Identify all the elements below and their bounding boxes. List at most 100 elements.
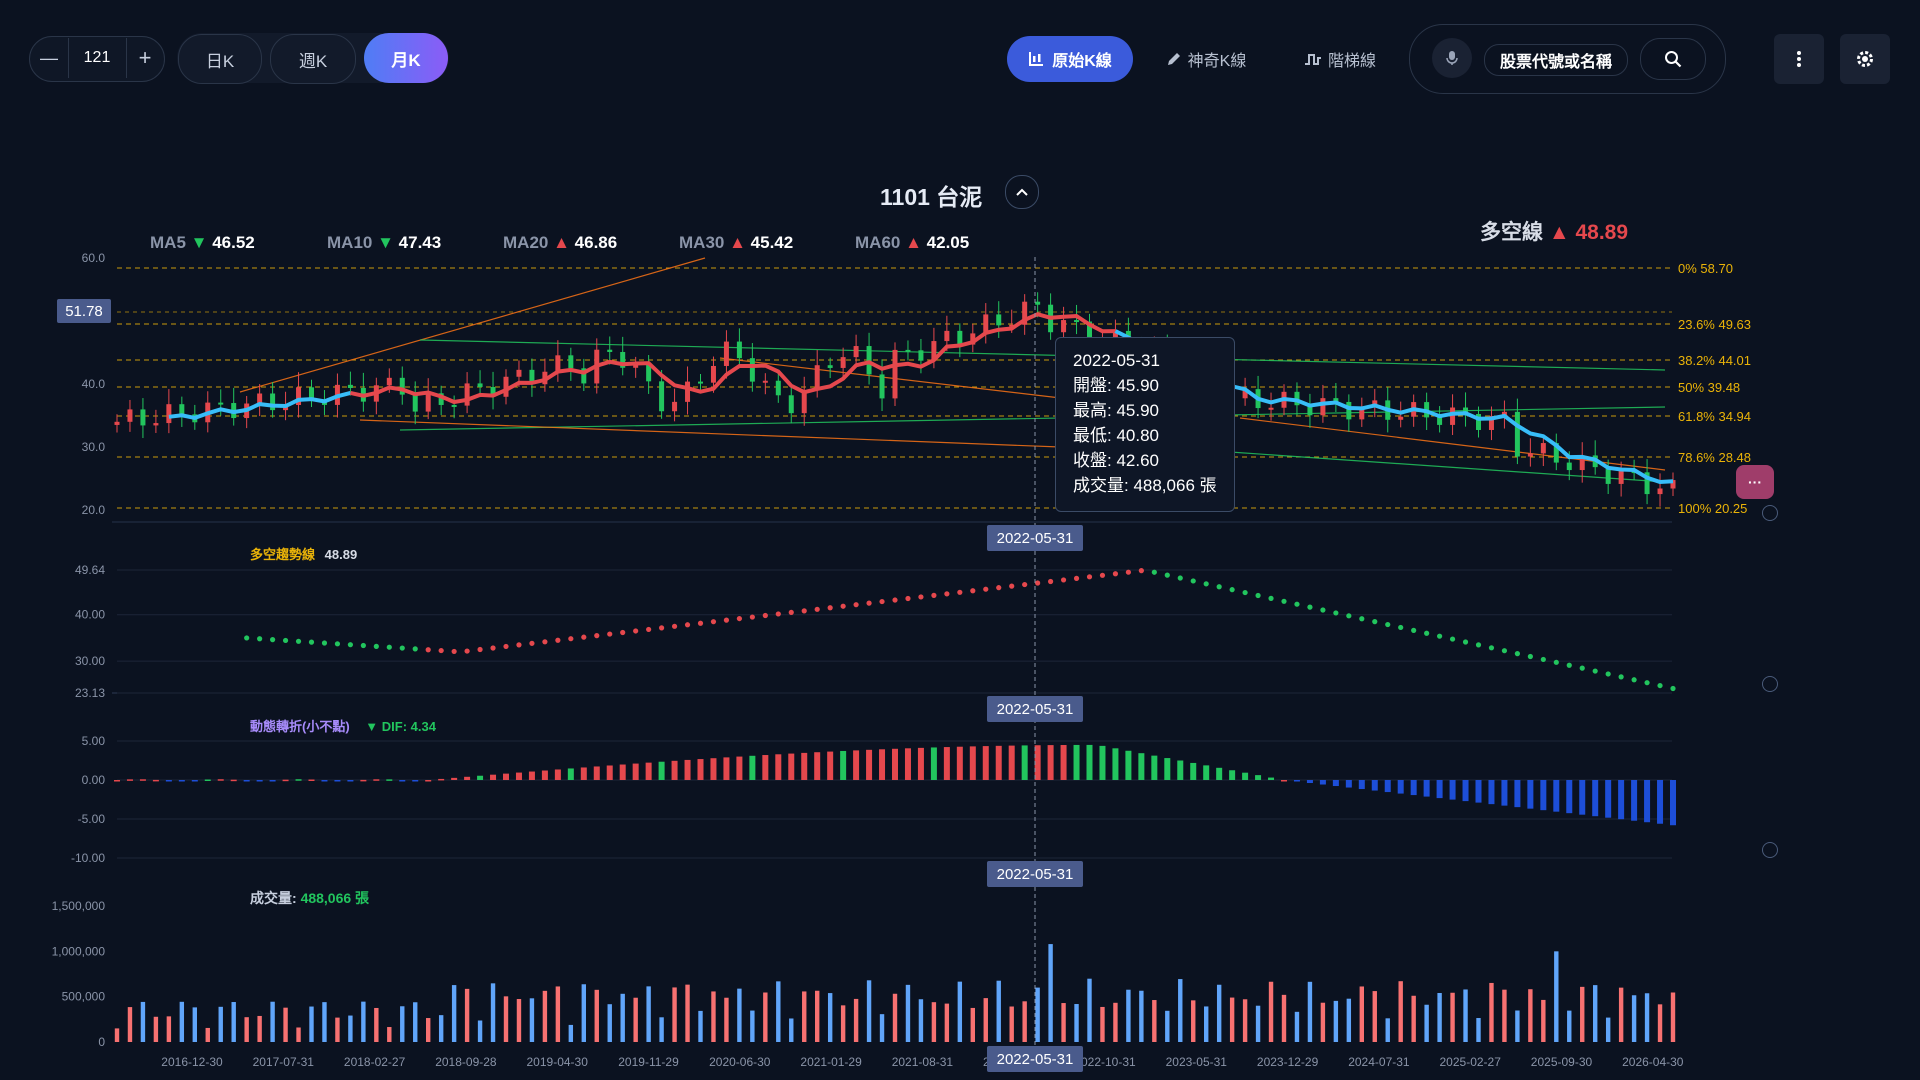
volume-bar xyxy=(374,1007,379,1042)
trend-dot xyxy=(1540,656,1546,663)
mode-magic-k-button[interactable]: 神奇K線 xyxy=(1150,36,1262,82)
candle-body xyxy=(918,350,924,361)
candle-body xyxy=(114,421,120,425)
ma-line-segment xyxy=(349,312,1116,405)
momentum-bar xyxy=(464,776,471,780)
volume-panel-label: 成交量: xyxy=(250,890,297,906)
search-button[interactable] xyxy=(1640,38,1706,80)
momentum-bar xyxy=(645,762,652,780)
panel-toggle-radio[interactable] xyxy=(1762,842,1778,858)
trend-dot xyxy=(295,638,302,644)
volume-bar xyxy=(1009,1006,1014,1042)
momentum-bar xyxy=(1242,772,1249,780)
plus-button[interactable]: + xyxy=(138,45,152,70)
momentum-bar xyxy=(1345,780,1352,788)
chat-bubble-button[interactable]: ··· xyxy=(1736,465,1774,499)
momentum-bar xyxy=(1631,780,1638,821)
momentum-bar xyxy=(1125,750,1132,780)
ma10-label: MA10 xyxy=(327,233,373,252)
volume-bar xyxy=(646,986,651,1042)
momentum-bar xyxy=(126,779,133,781)
trend-dot xyxy=(503,643,509,650)
tab-daily-k[interactable]: 日K xyxy=(178,34,262,84)
momentum-panel-label: 動態轉折(小不點) xyxy=(250,719,350,734)
chevron-up-icon xyxy=(1016,188,1028,196)
trend-dot xyxy=(1488,645,1495,651)
tab-monthly-k[interactable]: 月K xyxy=(364,33,448,83)
price-tick-label: 20.0 xyxy=(82,503,106,517)
trend-dot xyxy=(1268,595,1274,601)
candle-body xyxy=(347,384,353,388)
momentum-bar xyxy=(1281,780,1287,782)
trend-dot xyxy=(282,637,289,644)
candle-body xyxy=(218,402,224,405)
momentum-bar xyxy=(1268,777,1275,780)
x-axis-date-label: 2017-07-31 xyxy=(253,1055,315,1069)
fib-level-label: 23.6% 49.63 xyxy=(1678,317,1751,332)
candle-body xyxy=(957,330,963,345)
minus-button[interactable]: — xyxy=(40,47,58,68)
momentum-bar xyxy=(217,779,224,781)
momentum-bar xyxy=(1592,780,1599,817)
volume-bar xyxy=(1048,944,1053,1042)
volume-bar xyxy=(840,1005,846,1042)
volume-bar xyxy=(698,1010,703,1042)
x-axis-date-label: 2024-07-31 xyxy=(1348,1055,1410,1069)
volume-bar xyxy=(1204,1006,1209,1042)
candle-body xyxy=(257,393,263,404)
tab-weekly-k[interactable]: 週K xyxy=(270,34,356,84)
panel-toggle-radio[interactable] xyxy=(1762,676,1778,692)
trend-dot xyxy=(1579,665,1585,671)
volume-bar xyxy=(918,999,924,1042)
panel-toggle-radio[interactable] xyxy=(1762,505,1778,521)
volume-bar xyxy=(451,985,457,1042)
trend-dot xyxy=(905,595,911,602)
volume-bar xyxy=(114,1028,120,1042)
volume-bar xyxy=(1113,1002,1118,1042)
momentum-bar xyxy=(917,747,924,780)
volume-bar xyxy=(827,993,833,1042)
momentum-tick-label: -5.00 xyxy=(78,812,106,826)
crosshair-date-badge: 2022-05-31 xyxy=(987,861,1083,887)
volume-bar xyxy=(568,1024,574,1042)
x-axis-date-label: 2016-12-30 xyxy=(161,1055,223,1069)
trend-dot xyxy=(1359,616,1365,622)
volume-bar xyxy=(620,993,625,1042)
momentum-bar xyxy=(1086,744,1093,780)
trend-dot xyxy=(1527,653,1533,660)
settings-button[interactable] xyxy=(1840,34,1890,84)
collapse-button[interactable] xyxy=(1005,175,1039,209)
momentum-bar xyxy=(204,779,211,781)
count-input[interactable]: 121 xyxy=(83,49,111,66)
mode-raw-k-button[interactable]: 原始K線 xyxy=(1007,36,1133,82)
candle-body xyxy=(931,341,937,361)
volume-panel-value: 488,066 張 xyxy=(300,890,370,906)
volume-bar xyxy=(763,992,768,1042)
momentum-bar xyxy=(360,779,367,782)
mic-button[interactable] xyxy=(1432,38,1472,78)
more-button[interactable] xyxy=(1774,34,1824,84)
trend-panel-value: 48.89 xyxy=(324,547,358,562)
candle-body xyxy=(412,394,418,412)
x-axis-date-label: 2023-05-31 xyxy=(1166,1055,1228,1069)
candle-body xyxy=(490,387,496,397)
x-axis-date-label: 2018-09-28 xyxy=(435,1055,497,1069)
ma5-label: MA5 xyxy=(150,233,186,252)
trend-dot xyxy=(1151,569,1157,575)
trend-dot xyxy=(1112,571,1119,577)
trend-dot xyxy=(710,619,717,625)
trend-dot xyxy=(646,626,652,633)
volume-bar xyxy=(1255,1005,1261,1042)
trend-tick-label: 30.00 xyxy=(75,654,105,668)
tooltip-volume: 成交量: 488,066 張 xyxy=(1073,476,1217,495)
fib-level-label: 78.6% 28.48 xyxy=(1678,450,1751,465)
volume-bar xyxy=(1126,989,1131,1042)
momentum-bar xyxy=(165,780,172,782)
mode-step-line-button[interactable]: 階梯線 xyxy=(1290,36,1390,82)
search-input[interactable]: 股票代號或名稱 xyxy=(1484,44,1628,76)
trend-line xyxy=(359,419,1061,448)
x-axis-date-label: 2021-01-29 xyxy=(800,1055,862,1069)
volume-bar xyxy=(516,999,522,1042)
gear-icon xyxy=(1857,51,1873,67)
